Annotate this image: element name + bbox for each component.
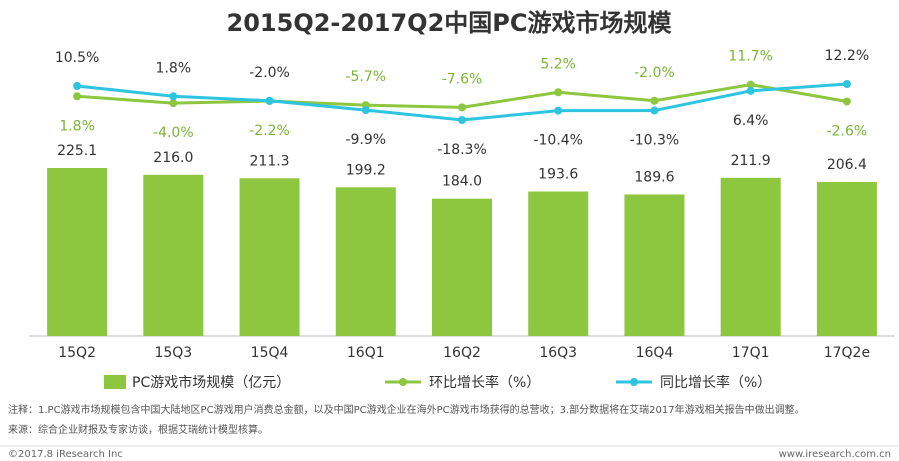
- bar-label: 199.2: [346, 162, 386, 178]
- bar-label: 225.1: [57, 143, 97, 159]
- bar: [720, 177, 781, 336]
- bar: [47, 168, 108, 336]
- bar: [624, 194, 685, 336]
- bar-label: 211.3: [250, 153, 290, 169]
- line-label: 5.2%: [540, 56, 576, 72]
- line-label: -2.6%: [827, 123, 868, 139]
- bar-label: 206.4: [827, 157, 867, 173]
- x-tick-label: 16Q2: [443, 345, 481, 361]
- x-tick-label: 16Q1: [347, 345, 385, 361]
- bar-label: 184.0: [442, 174, 482, 190]
- point: [842, 97, 851, 106]
- legend-swatch: [630, 378, 638, 386]
- legend-swatch: [104, 375, 126, 389]
- bar: [528, 191, 589, 336]
- point: [554, 88, 563, 97]
- line-label: 12.2%: [825, 48, 869, 64]
- line-label: -2.0%: [634, 65, 675, 81]
- point: [842, 80, 851, 88]
- legend-label: 环比增长率（%）: [429, 374, 540, 391]
- bar: [432, 198, 492, 336]
- point: [458, 116, 466, 124]
- point: [73, 92, 82, 101]
- x-tick-label: 16Q4: [636, 345, 674, 361]
- bar-label: 211.9: [731, 153, 771, 169]
- bar: [816, 181, 877, 336]
- x-tick-label: 16Q3: [539, 345, 577, 361]
- line-label: -2.2%: [249, 123, 290, 139]
- bar-label: 216.0: [153, 150, 193, 166]
- legend-label: PC游戏市场规模（亿元）: [132, 374, 290, 391]
- bar-label: 189.6: [634, 169, 674, 185]
- point: [169, 99, 178, 108]
- x-tick-label: 15Q2: [58, 345, 96, 361]
- point: [458, 103, 466, 112]
- point: [746, 86, 755, 95]
- point: [650, 96, 659, 105]
- line-label: -2.0%: [249, 65, 290, 81]
- line-label: -7.6%: [442, 71, 483, 87]
- note: 来源：综合企业财报及专家访谈，根据艾瑞统计模型核算。: [8, 423, 268, 436]
- point: [73, 82, 82, 91]
- note: 注释：1.PC游戏市场规模包含中国大陆地区PC游戏用户消费总金额，以及中国PC游…: [8, 403, 805, 416]
- x-tick-label: 15Q3: [154, 345, 192, 361]
- line-label: 1.8%: [59, 118, 95, 134]
- x-tick-label: 17Q1: [732, 345, 770, 361]
- point: [554, 106, 563, 115]
- bar: [335, 187, 396, 336]
- point: [265, 96, 274, 105]
- line-label: 11.7%: [728, 49, 772, 65]
- point: [169, 92, 178, 101]
- line-label: -9.9%: [345, 132, 386, 148]
- x-tick-label: 15Q4: [251, 345, 289, 361]
- copyright: ©2017.8 iResearch Inc: [8, 449, 123, 460]
- point: [650, 106, 659, 115]
- point: [746, 80, 755, 89]
- legend-swatch: [399, 378, 407, 386]
- line-label: -4.0%: [153, 125, 194, 141]
- line-label: -10.3%: [630, 133, 680, 149]
- point: [361, 106, 370, 115]
- line-label: 1.8%: [156, 60, 192, 76]
- site: www.iresearch.com.cn: [779, 449, 891, 460]
- line-label: -18.3%: [437, 142, 487, 158]
- bar: [239, 178, 300, 336]
- x-tick-label: 17Q2e: [824, 345, 870, 361]
- bar-label: 193.6: [538, 167, 578, 183]
- line-label: -5.7%: [345, 69, 386, 85]
- bar: [143, 174, 204, 336]
- line-label: 10.5%: [55, 50, 99, 66]
- legend-label: 同比增长率（%）: [660, 374, 771, 391]
- line-label: -10.4%: [533, 133, 583, 149]
- line-label: 6.4%: [733, 113, 769, 129]
- chart-title: 2015Q2-2017Q2中国PC游戏市场规模: [227, 9, 673, 37]
